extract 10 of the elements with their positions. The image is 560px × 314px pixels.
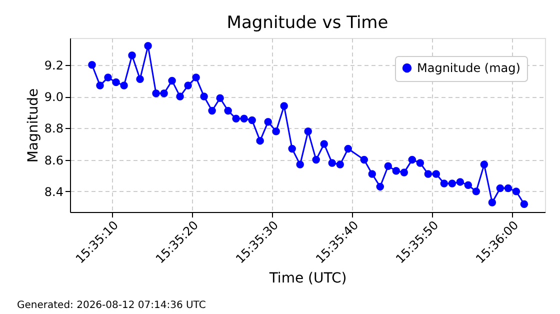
y-tick-label: 9.0 <box>44 90 64 104</box>
chart-title: Magnitude vs Time <box>226 13 388 33</box>
legend-label: Magnitude (mag) <box>417 61 520 75</box>
y-tick-label: 8.6 <box>44 153 64 168</box>
text: Generated: 2026-08-12 07:14:36 UTC <box>17 300 206 311</box>
x-axis-title: Time (UTC) <box>268 270 347 286</box>
y-tick-label: 8.8 <box>44 122 64 136</box>
y-axis-title: Magnitude <box>25 88 42 163</box>
y-tick-label: 9.2 <box>44 58 64 72</box>
y-tick-label: 8.4 <box>44 184 64 199</box>
